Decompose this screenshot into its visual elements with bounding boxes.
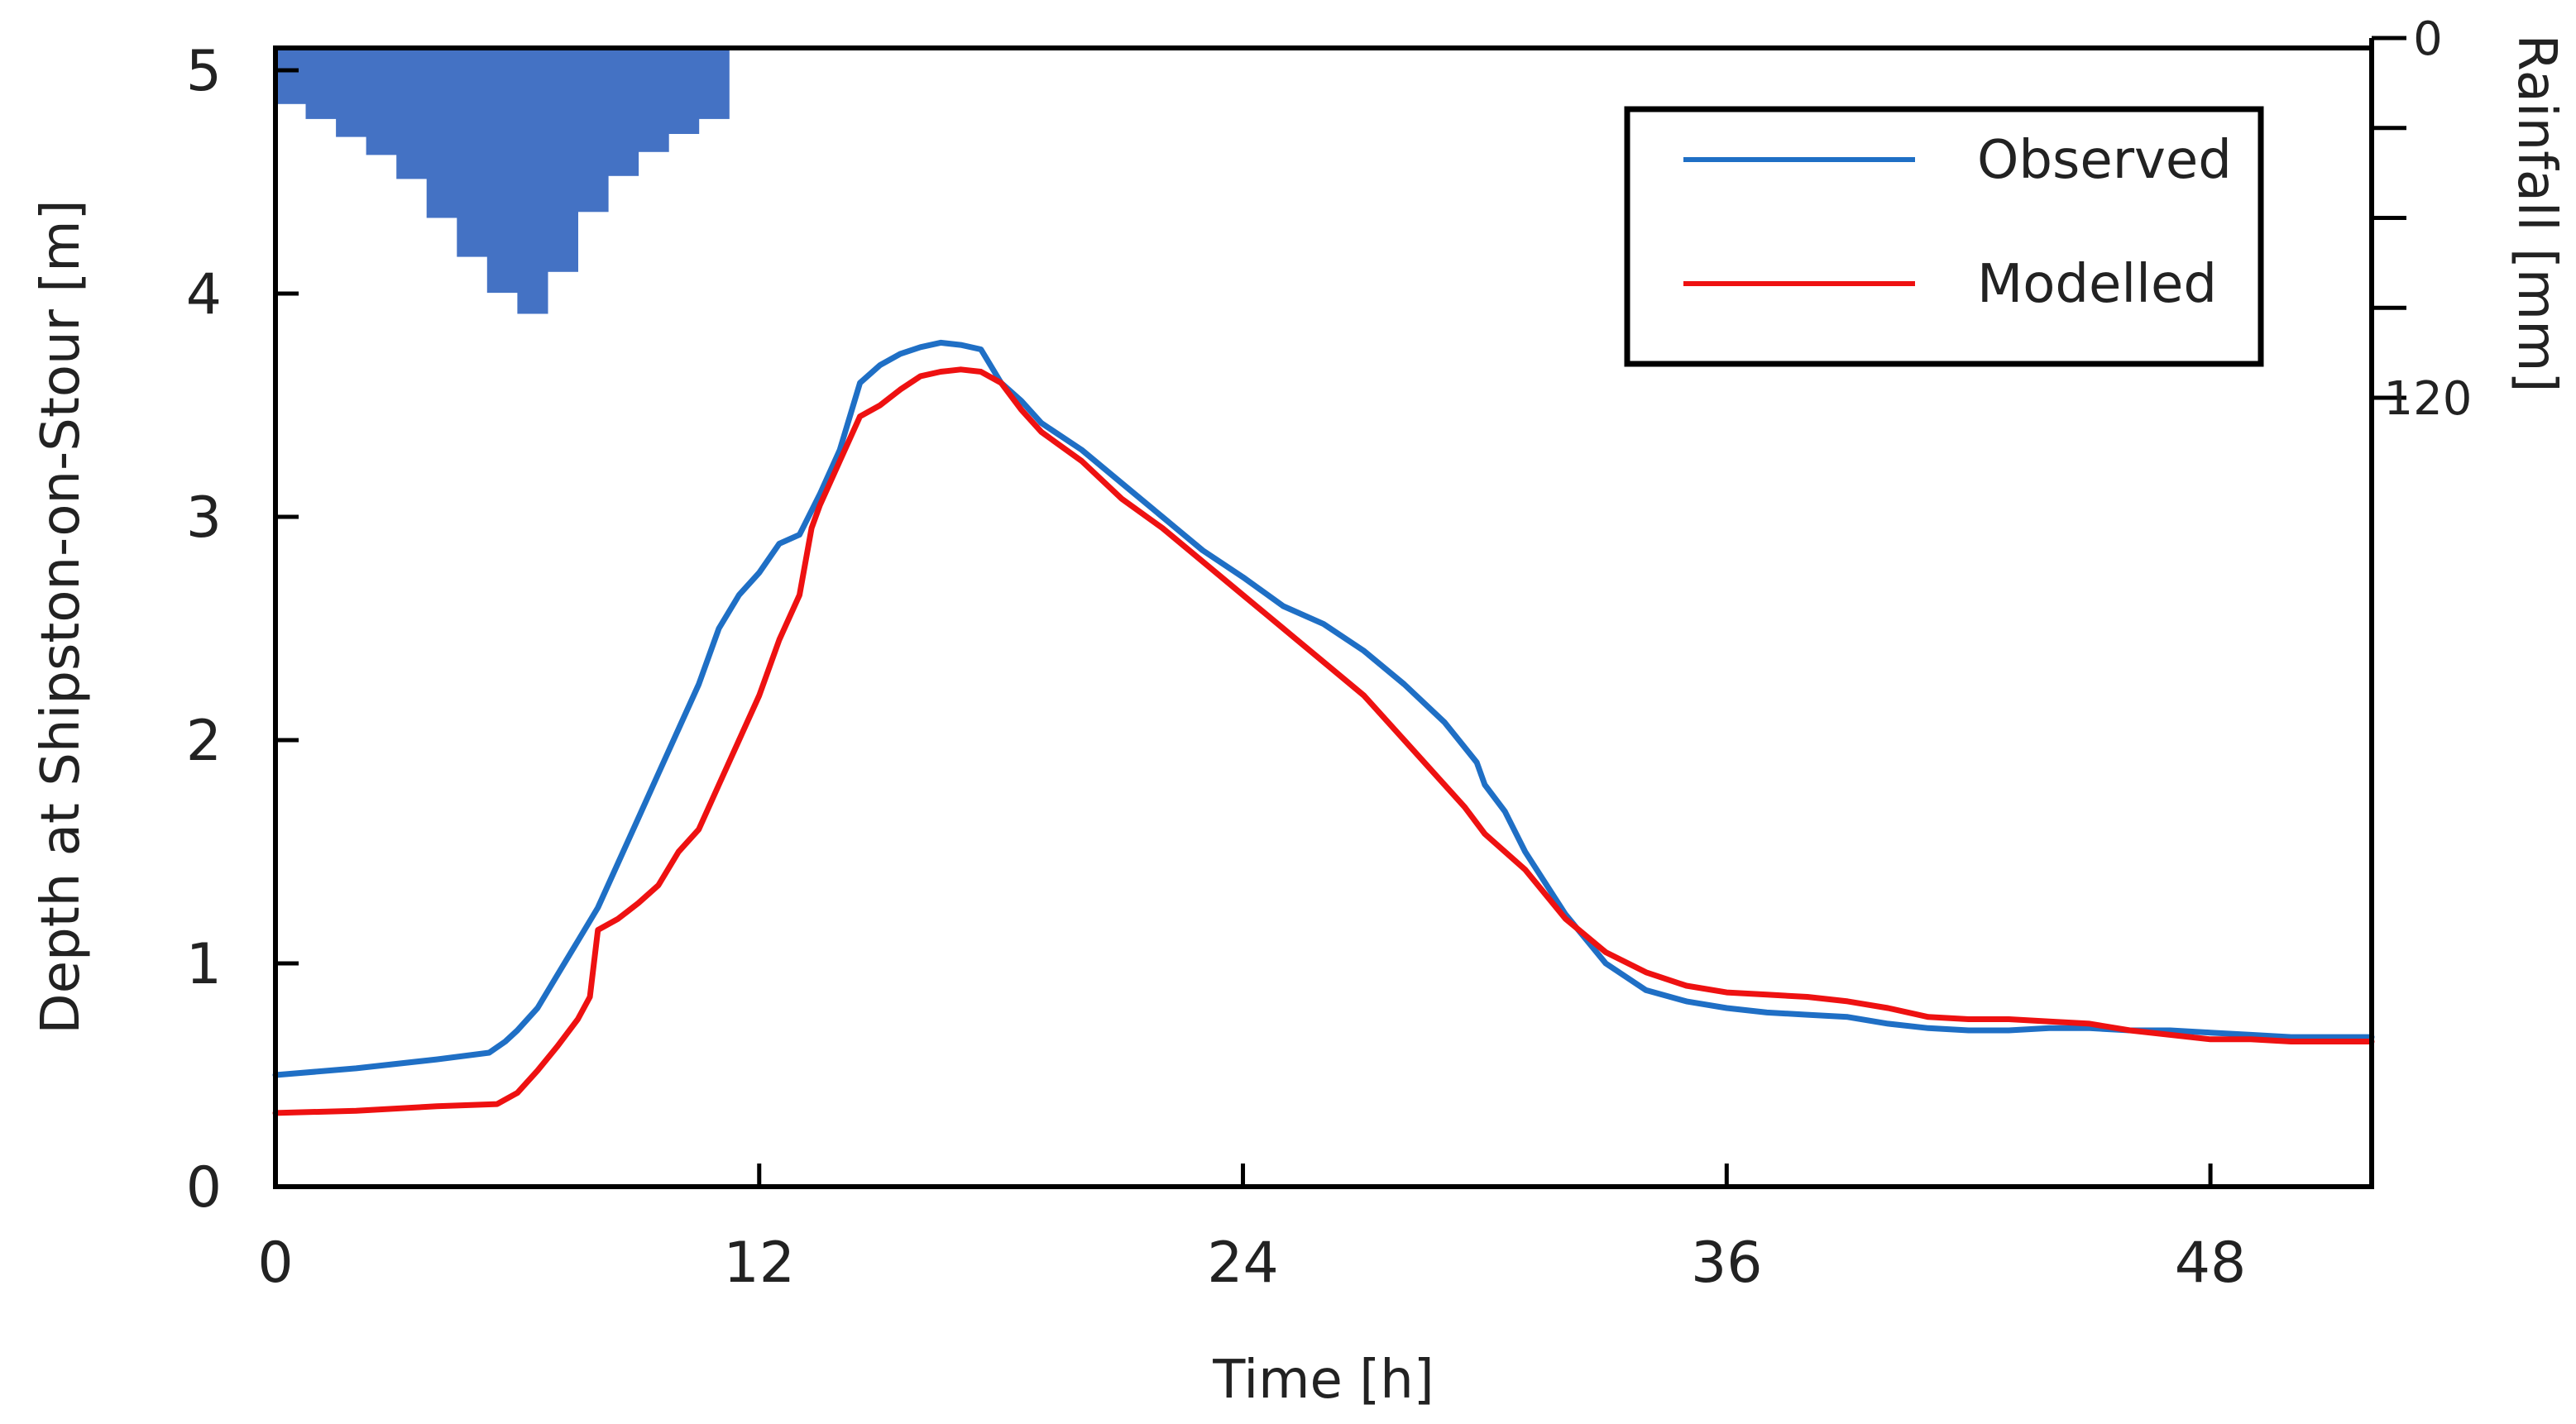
rainfall-bar xyxy=(638,48,669,152)
rainfall-tick-label: 120 xyxy=(2384,372,2473,426)
x-tick-label: 24 xyxy=(1207,1230,1279,1296)
rainfall-bar xyxy=(336,48,367,137)
y-axis-title: Depth at Shipston-on-Stour [m] xyxy=(31,199,92,1034)
plot-frame xyxy=(273,45,2374,1189)
rainfall-bar xyxy=(608,48,639,176)
y-tick-label: 0 xyxy=(186,1155,222,1221)
rainfall-bar xyxy=(486,48,518,294)
rainfall-bar xyxy=(698,48,730,119)
series-line-observed xyxy=(272,339,2375,1078)
rainfall-axis-title: Rainfall [mm] xyxy=(2506,35,2567,393)
legend-label-observed: Observed xyxy=(1977,130,2232,191)
rainfall-bar xyxy=(457,48,488,257)
y-axis: 0 1 2 3 4 5 xyxy=(186,39,299,1221)
rainfall-bar xyxy=(668,48,700,134)
x-axis: 0 12 24 36 48 xyxy=(257,1164,2246,1296)
rainfall-bars xyxy=(275,48,730,314)
x-tick-label: 12 xyxy=(724,1230,796,1296)
x-tick-label: 36 xyxy=(1691,1230,1763,1296)
x-tick-label: 48 xyxy=(2175,1230,2247,1296)
rainfall-bar xyxy=(396,48,428,179)
rainfall-bar xyxy=(426,48,457,218)
x-axis-title: Time [h] xyxy=(1212,1350,1434,1411)
legend-label-modelled: Modelled xyxy=(1977,254,2217,315)
y-tick-label: 1 xyxy=(186,932,222,997)
rainfall-axis: 0 120 xyxy=(2369,12,2473,426)
y-tick-label: 3 xyxy=(186,485,222,551)
y-tick-label: 4 xyxy=(186,262,222,327)
rainfall-bar xyxy=(547,48,578,272)
series-lines xyxy=(272,339,2375,1116)
rainfall-bar xyxy=(577,48,609,213)
rainfall-bar xyxy=(366,48,397,155)
x-tick-label: 0 xyxy=(257,1230,293,1296)
rainfall-bar xyxy=(305,48,337,119)
rainfall-bar xyxy=(517,48,548,314)
series-line-modelled xyxy=(272,366,2375,1116)
rainfall-tick-label: 0 xyxy=(2413,12,2443,66)
rainfall-bar xyxy=(275,48,307,104)
legend-box xyxy=(1624,106,2264,367)
y-tick-label: 5 xyxy=(186,39,222,104)
legend: Observed Modelled xyxy=(1624,106,2264,367)
y-tick-label: 2 xyxy=(186,709,222,774)
